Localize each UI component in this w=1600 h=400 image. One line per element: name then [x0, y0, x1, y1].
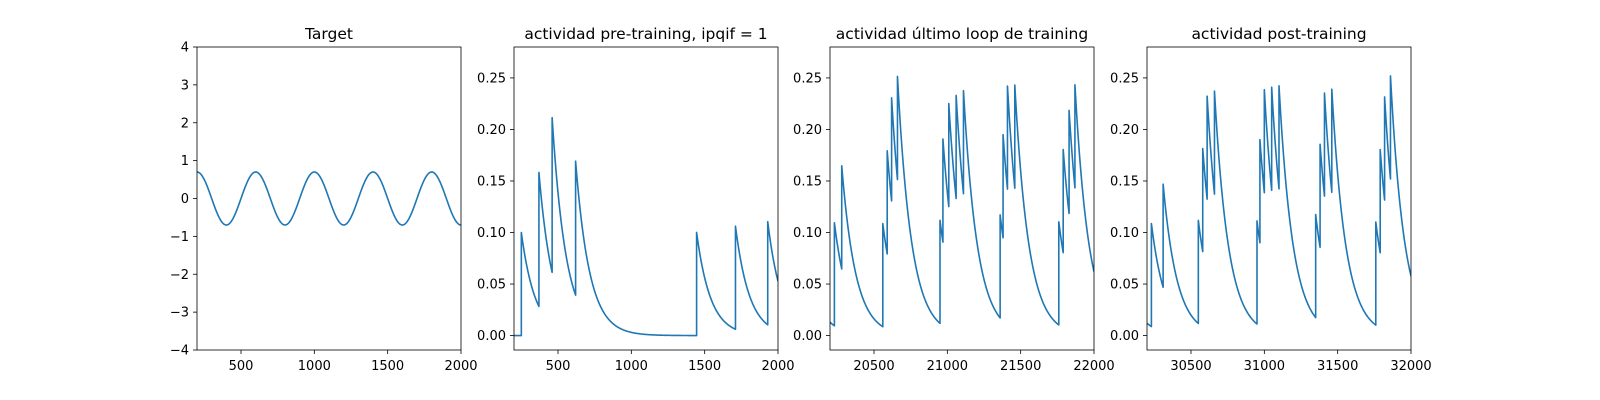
y-tick-label: 0.00	[1110, 329, 1139, 344]
y-tick-label: −2	[170, 268, 189, 283]
series-line-1	[197, 171, 461, 226]
x-tick-label: 2000	[761, 359, 794, 374]
y-tick-label: 0.20	[477, 123, 506, 138]
panels: 500 1000 1500 2000 −4 −3 −2 −1 0 1 2 3 4 Target 500 100…	[170, 25, 1432, 374]
y-tick-label: 0.00	[793, 329, 822, 344]
y-tick-label: −1	[170, 230, 189, 245]
x-tick-label: 500	[546, 359, 571, 374]
y-tick-label: 0.25	[1110, 71, 1139, 86]
y-tick-label: 0.25	[477, 71, 506, 86]
x-tick-label: 32000	[1390, 359, 1431, 374]
series-line-1	[514, 116, 778, 337]
chart-title: actividad último loop de training	[836, 25, 1088, 43]
y-tick-label: −3	[170, 306, 189, 321]
y-tick-label: 0.15	[1110, 174, 1139, 189]
y-tick-label: 3	[181, 78, 189, 93]
y-tick-label: 0.00	[477, 329, 506, 344]
axes-frame	[1146, 46, 1412, 351]
x-tick-label: 500	[229, 359, 254, 374]
x-tick-label: 31500	[1317, 359, 1358, 374]
y-tick-label: 0.05	[477, 278, 506, 293]
x-tick-label: 1000	[298, 359, 331, 374]
x-tick-label: 21000	[927, 359, 968, 374]
axes-frame	[829, 46, 1095, 351]
y-tick-label: 0.15	[477, 174, 506, 189]
x-tick-label: 22000	[1073, 359, 1114, 374]
y-tick-label: 0	[181, 192, 189, 207]
chart-title: actividad pre-training, ipqif = 1	[524, 25, 767, 43]
x-tick-label: 30500	[1170, 359, 1211, 374]
panel-2: 500 1000 1500 2000 0.00 0.05 0.10 0.15 0.20 0.25 a…	[477, 25, 795, 374]
series-line-1	[830, 75, 1094, 328]
x-tick-label: 20500	[853, 359, 894, 374]
x-tick-label: 1500	[688, 359, 721, 374]
x-tick-label: 2000	[444, 359, 477, 374]
y-tick-label: 4	[181, 41, 189, 56]
chart-title: actividad post-training	[1191, 25, 1366, 43]
y-tick-label: 0.20	[793, 123, 822, 138]
y-tick-label: −4	[170, 344, 189, 359]
x-tick-label: 31000	[1244, 359, 1285, 374]
y-tick-label: 0.05	[793, 278, 822, 293]
y-tick-label: 0.10	[477, 226, 506, 241]
panel-4: 30500 31000 31500 32000 0.00 0.05 0.10 0.15 0.20…	[1110, 25, 1432, 374]
series-line-1	[1147, 75, 1411, 328]
y-tick-label: 0.10	[793, 226, 822, 241]
y-tick-label: 0.20	[1110, 123, 1139, 138]
y-tick-label: 2	[181, 116, 189, 131]
panel-3: 20500 21000 21500 22000 0.00 0.05 0.10 0.15 0.20…	[793, 25, 1115, 374]
x-tick-label: 1000	[615, 359, 648, 374]
y-tick-label: 0.05	[1110, 278, 1139, 293]
y-tick-label: 0.25	[793, 71, 822, 86]
x-tick-label: 21500	[1000, 359, 1041, 374]
chart-title: Target	[304, 25, 353, 43]
panel-1: 500 1000 1500 2000 −4 −3 −2 −1 0 1 2 3 4 Target	[170, 25, 478, 374]
y-tick-label: 0.10	[1110, 226, 1139, 241]
y-tick-label: 1	[181, 154, 189, 169]
y-tick-label: 0.15	[793, 174, 822, 189]
axes-frame	[513, 46, 779, 351]
x-tick-label: 1500	[371, 359, 404, 374]
